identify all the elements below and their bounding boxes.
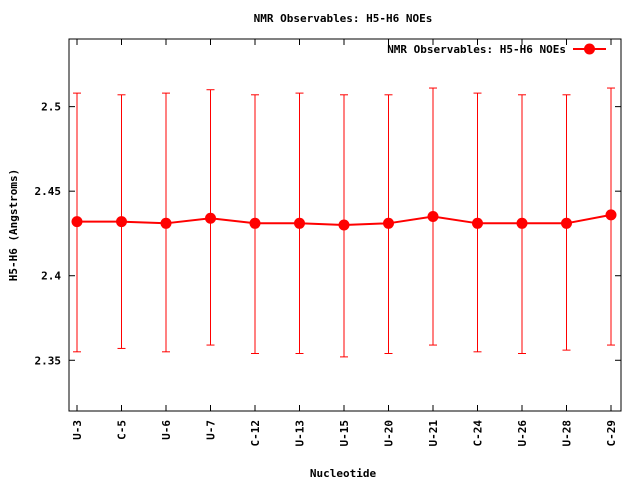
data-point (116, 216, 127, 228)
legend-marker (584, 43, 595, 55)
y-axis-label: H5-H6 (Angstroms) (7, 169, 20, 282)
series-layer (71, 87, 617, 358)
chart-title: NMR Observables: H5-H6 NOEs (254, 12, 433, 25)
x-tick-label: U-15 (338, 420, 351, 447)
y-tick-label: 2.5 (41, 101, 61, 114)
data-point (516, 217, 528, 229)
y-tick-label: 2.45 (35, 185, 62, 198)
x-tick-label: C-12 (249, 420, 262, 447)
x-tick-label: U-6 (160, 420, 173, 440)
x-tick-label: U-3 (71, 420, 84, 440)
data-point (338, 219, 350, 231)
x-tick-label: U-20 (383, 420, 396, 447)
data-point (205, 212, 216, 224)
data-point (249, 217, 261, 229)
x-axis-label: Nucleotide (310, 467, 377, 480)
data-point (472, 217, 483, 229)
data-point (605, 209, 617, 221)
data-point (71, 216, 83, 228)
x-tick-label: U-13 (294, 420, 307, 447)
axis-ticks: 2.35 2.4 2.45 2.5 U-3 C-5 U-6 U-7 C-12 U-13 U-15 U-… (35, 39, 621, 447)
data-point (383, 217, 394, 229)
x-tick-label: C-29 (605, 420, 618, 447)
legend: NMR Observables: H5-H6 NOEs (387, 43, 606, 56)
plot-frame (68, 38, 622, 412)
data-point (160, 217, 172, 229)
x-tick-label: C-5 (116, 420, 129, 440)
y-tick-label: 2.4 (41, 270, 61, 283)
x-tick-label: U-26 (516, 420, 529, 447)
x-tick-label: U-28 (561, 420, 574, 447)
data-point (294, 217, 305, 229)
legend-label: NMR Observables: H5-H6 NOEs (387, 43, 566, 56)
x-tick-label: U-7 (205, 420, 218, 440)
y-tick-label: 2.35 (35, 354, 62, 367)
x-tick-label: C-24 (472, 420, 485, 447)
data-point (427, 211, 439, 223)
data-point (561, 217, 572, 229)
x-tick-label: U-21 (427, 420, 440, 447)
